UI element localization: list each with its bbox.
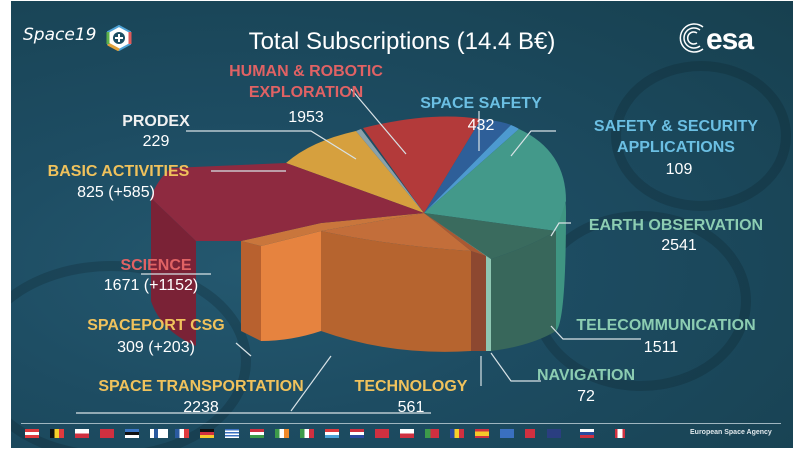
space-transport-top — [321, 213, 471, 251]
science-top — [151, 163, 424, 241]
flag-finland-icon — [150, 429, 168, 438]
flag-netherlands-icon — [350, 429, 364, 438]
label-navigation: NAVIGATION — [536, 367, 636, 384]
value-spaceport-csg: 309 (+203) — [117, 339, 195, 356]
technology-wall — [471, 251, 486, 351]
value-navigation: 72 — [577, 388, 595, 405]
value-science: 1671 (+1152) — [103, 277, 199, 294]
chart-title: Total Subscriptions (14.4 B€) — [248, 28, 556, 55]
label-earth-observation: EARTH OBSERVATION — [588, 217, 764, 234]
flag-austria-icon — [25, 429, 39, 438]
flag-italy-icon — [300, 429, 314, 438]
label-safety-security: SAFETY & SECURITY APPLICATIONS — [593, 118, 759, 156]
esa-logo-icon — [679, 23, 704, 53]
label-basic-activities: BASIC ACTIVITIES — [47, 163, 190, 180]
value-human-robotic: 1953 — [288, 109, 324, 126]
label-human-robotic: HUMAN & ROBOTIC EXPLORATION — [229, 63, 383, 101]
flag-portugal-icon — [425, 429, 439, 438]
flag-spain-icon — [475, 429, 489, 438]
value-earth-observation: 2541 — [661, 237, 697, 254]
space19-logo: Space19 — [23, 25, 97, 45]
space-safety-top — [424, 119, 511, 213]
label-prodex: PRODEX — [122, 113, 190, 130]
flag-czech-icon — [75, 429, 89, 438]
footer-agency-name: European Space Agency — [690, 429, 772, 436]
earth-obs-top — [424, 129, 566, 231]
flag-estonia-icon — [125, 429, 139, 438]
navigation-top — [424, 213, 491, 259]
flag-germany-icon — [200, 429, 214, 438]
spaceport-side — [241, 241, 261, 341]
flag-switzerland-icon — [525, 429, 535, 438]
background-banknote — [11, 261, 251, 448]
flag-denmark-icon — [100, 429, 114, 438]
value-prodex: 229 — [142, 133, 170, 150]
flag-sweden-icon — [500, 429, 514, 438]
label-science: SCIENCE — [120, 257, 192, 274]
flag-belgium-icon — [50, 429, 64, 438]
label-space-safety: SPACE SAFETY — [420, 95, 542, 112]
telecom-top — [424, 213, 556, 259]
flag-ireland-icon — [275, 429, 289, 438]
flag-greece-icon — [225, 429, 239, 438]
technology-top — [424, 213, 486, 256]
value-space-transportation: 2238 — [183, 399, 219, 416]
spaceport-top — [241, 213, 424, 246]
slide: Space19 Total Subscriptions (14.4 B€) es… — [11, 1, 793, 448]
flag-hungary-icon — [250, 429, 264, 438]
label-technology: TECHNOLOGY — [354, 378, 468, 395]
flag-norway-icon — [375, 429, 389, 438]
pie-chart — [76, 88, 641, 414]
flag-luxembourg-icon — [325, 429, 339, 438]
background-coin — [611, 61, 791, 211]
flag-slovenia-icon — [580, 429, 594, 438]
value-safety-security: 109 — [665, 161, 693, 178]
value-space-safety: 432 — [467, 117, 495, 134]
value-technology: 561 — [397, 399, 425, 416]
esa-logo-text: esa — [706, 23, 754, 56]
footer-divider — [21, 423, 781, 424]
human-top — [363, 116, 481, 213]
safety-security-top — [424, 125, 519, 213]
value-basic-activities: 825 (+585) — [77, 184, 155, 201]
spaceport-face — [261, 231, 321, 341]
telecom-wall — [491, 231, 556, 351]
flag-canada-icon — [615, 429, 625, 438]
basic-top — [286, 131, 424, 213]
science-wall — [151, 198, 196, 346]
label-space-transportation: SPACE TRANSPORTATION — [98, 378, 304, 395]
label-telecommunication: TELECOMMUNICATION — [576, 317, 756, 334]
prodex-top — [356, 129, 424, 213]
value-telecommunication: 1511 — [643, 339, 679, 356]
space-transport-wall — [321, 231, 471, 352]
flag-uk-icon — [547, 429, 561, 438]
navigation-wall — [486, 256, 491, 351]
flag-poland-icon — [400, 429, 414, 438]
space19-hex-icon — [106, 25, 132, 51]
label-spaceport-csg: SPACEPORT CSG — [87, 317, 225, 334]
flag-france-icon — [175, 429, 189, 438]
flag-romania-icon — [450, 429, 464, 438]
